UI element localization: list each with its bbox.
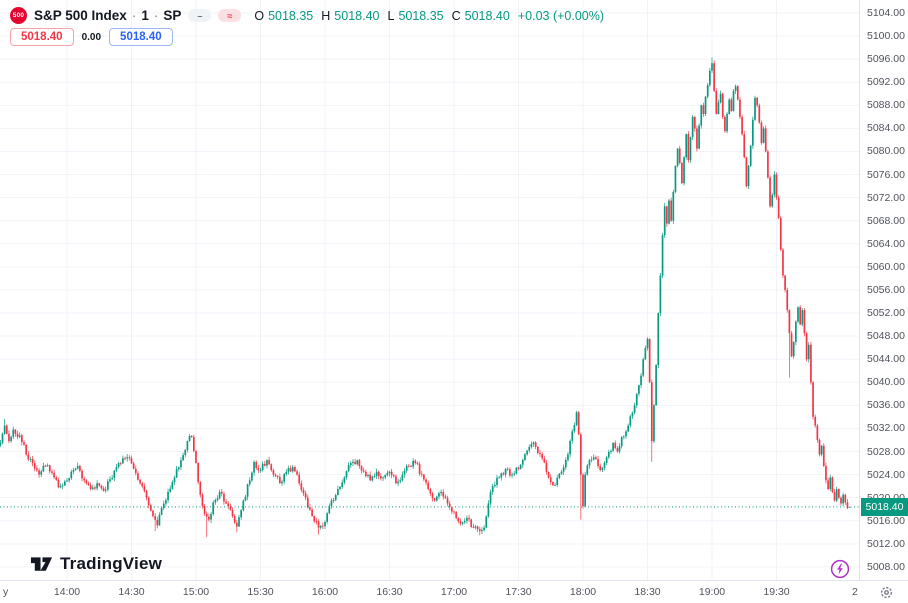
symbol-name: S&P 500 Index bbox=[34, 8, 127, 23]
buy-button[interactable]: 5018.40 bbox=[109, 28, 173, 46]
time-tick: 15:00 bbox=[182, 586, 210, 598]
time-tick: 17:00 bbox=[440, 586, 468, 598]
price-tick: 5064.00 bbox=[867, 237, 905, 250]
price-tick: 5056.00 bbox=[867, 283, 905, 296]
current-price-value: 5018.40 bbox=[865, 500, 904, 513]
chart-interval: 1 bbox=[141, 8, 149, 23]
price-tick: 5072.00 bbox=[867, 191, 905, 204]
time-axis-partial-left: y bbox=[3, 586, 9, 598]
price-tick: 5096.00 bbox=[867, 53, 905, 66]
price-tick: 5052.00 bbox=[867, 307, 905, 320]
title-separator: · bbox=[153, 8, 159, 23]
time-tick: 19:00 bbox=[698, 586, 726, 598]
price-tick: 5028.00 bbox=[867, 445, 905, 458]
current-price-label: 5018.40 bbox=[861, 497, 908, 516]
gear-icon bbox=[880, 586, 892, 598]
price-tick: 5080.00 bbox=[867, 145, 905, 158]
market-closed-icon[interactable]: ≈ bbox=[218, 9, 242, 22]
price-tick: 5040.00 bbox=[867, 376, 905, 389]
time-tick: 15:30 bbox=[247, 586, 274, 598]
price-tick: 5088.00 bbox=[867, 99, 905, 112]
time-axis-partial-right: 2 bbox=[852, 586, 858, 598]
sp500-logo-icon: 500 bbox=[10, 7, 27, 24]
symbol-legend[interactable]: 500 S&P 500 Index · 1 · SP – ≈ O 5018.35 … bbox=[10, 7, 604, 24]
time-tick: 19:30 bbox=[763, 586, 790, 598]
hide-indicator-icon[interactable]: – bbox=[188, 9, 212, 22]
open-value: 5018.35 bbox=[268, 8, 314, 23]
candlestick-chart[interactable] bbox=[0, 0, 859, 580]
price-tick: 5016.00 bbox=[867, 514, 905, 527]
sell-button[interactable]: 5018.40 bbox=[10, 28, 74, 46]
high-label: H bbox=[321, 8, 331, 23]
open-label: O bbox=[254, 8, 265, 23]
price-tick: 5008.00 bbox=[867, 560, 905, 573]
price-tick: 5076.00 bbox=[867, 168, 905, 181]
price-tick: 5060.00 bbox=[867, 260, 905, 273]
tradingview-watermark[interactable]: TradingView bbox=[30, 554, 162, 574]
price-tick: 5012.00 bbox=[867, 537, 905, 550]
time-tick: 16:00 bbox=[311, 586, 339, 598]
instant-order-button[interactable] bbox=[830, 559, 850, 579]
price-tick: 5084.00 bbox=[867, 122, 905, 135]
price-tick: 5092.00 bbox=[867, 76, 905, 89]
time-tick: 16:30 bbox=[376, 586, 403, 598]
low-value: 5018.35 bbox=[398, 8, 444, 23]
symbol-title[interactable]: S&P 500 Index · 1 · SP bbox=[34, 8, 181, 23]
exchange-name: SP bbox=[163, 8, 182, 23]
price-tick: 5048.00 bbox=[867, 330, 905, 343]
high-value: 5018.40 bbox=[334, 8, 380, 23]
close-label: C bbox=[451, 8, 461, 23]
price-tick: 5100.00 bbox=[867, 30, 905, 43]
price-tick: 5032.00 bbox=[867, 422, 905, 435]
price-axis-settings[interactable] bbox=[877, 583, 895, 601]
price-tick: 5104.00 bbox=[867, 7, 905, 19]
lightning-icon bbox=[830, 559, 850, 579]
time-tick: 17:30 bbox=[505, 586, 532, 598]
title-separator: · bbox=[131, 8, 137, 23]
trading-buttons: 5018.40 0.00 5018.40 bbox=[10, 28, 173, 46]
time-axis[interactable]: y 2 14:00 14:30 15:00 15:30 16:00 16:30 17:00 1… bbox=[0, 580, 908, 603]
tradingview-logo-icon bbox=[30, 556, 53, 571]
price-tick: 5044.00 bbox=[867, 353, 905, 366]
price-tick: 5024.00 bbox=[867, 468, 905, 481]
spread-value: 0.00 bbox=[81, 31, 102, 43]
tradingview-watermark-text: TradingView bbox=[60, 554, 163, 573]
price-tick: 5068.00 bbox=[867, 214, 905, 227]
change-value: +0.03 (+0.00%) bbox=[517, 8, 605, 23]
price-tick: 5036.00 bbox=[867, 399, 905, 412]
ohlc-readout: O 5018.35 H 5018.40 L 5018.35 C 5018.40 +0.0… bbox=[254, 9, 604, 23]
time-tick: 18:00 bbox=[569, 586, 597, 598]
time-tick: 18:30 bbox=[634, 586, 661, 598]
close-value: 5018.40 bbox=[464, 8, 510, 23]
low-label: L bbox=[387, 8, 395, 23]
time-tick: 14:00 bbox=[53, 586, 81, 598]
time-tick: 14:30 bbox=[118, 586, 145, 598]
price-axis[interactable]: 5018.40 5104.00 5100.00 5096.00 5092.00 5088… bbox=[859, 0, 908, 580]
